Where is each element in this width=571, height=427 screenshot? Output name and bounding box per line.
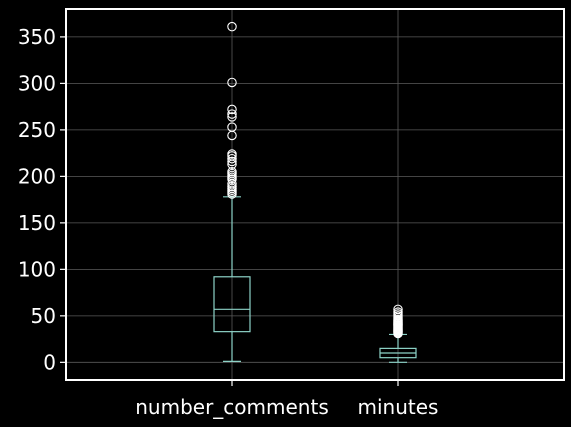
y-tick-label: 300	[18, 71, 56, 95]
x-ticks: number_comments minutes	[135, 380, 438, 419]
y-tick-label: 150	[18, 211, 56, 235]
y-ticks: 0 50 100 150 200 250 300 350	[18, 25, 66, 374]
outlier-point	[227, 122, 237, 132]
outlier-point	[227, 112, 237, 122]
outlier-point	[227, 156, 237, 167]
box-minutes	[379, 333, 417, 363]
outlier-point	[393, 307, 403, 317]
y-tick-label: 50	[31, 304, 56, 328]
outliers	[227, 21, 403, 339]
boxes	[213, 196, 417, 363]
plot-frame	[65, 8, 565, 381]
outlier-point	[393, 304, 403, 315]
outlier-point	[227, 109, 237, 119]
outlier-point	[227, 153, 237, 164]
outlier-point	[227, 166, 237, 177]
y-tick-label: 100	[18, 257, 56, 281]
y-tick-label: 350	[18, 25, 56, 49]
y-tick-label: 200	[18, 164, 56, 188]
outlier-point	[227, 21, 237, 32]
axes	[65, 8, 565, 381]
outlier-point	[227, 77, 237, 88]
grid	[66, 9, 564, 380]
box-iqr	[213, 276, 251, 333]
outlier-point	[227, 181, 237, 192]
y-tick-label: 250	[18, 118, 56, 142]
outlier-point	[227, 149, 237, 159]
y-tick-label: 0	[43, 350, 56, 374]
x-tick-label: number_comments	[135, 395, 329, 419]
x-tick-label: minutes	[358, 395, 439, 419]
outlier-point	[227, 104, 237, 115]
